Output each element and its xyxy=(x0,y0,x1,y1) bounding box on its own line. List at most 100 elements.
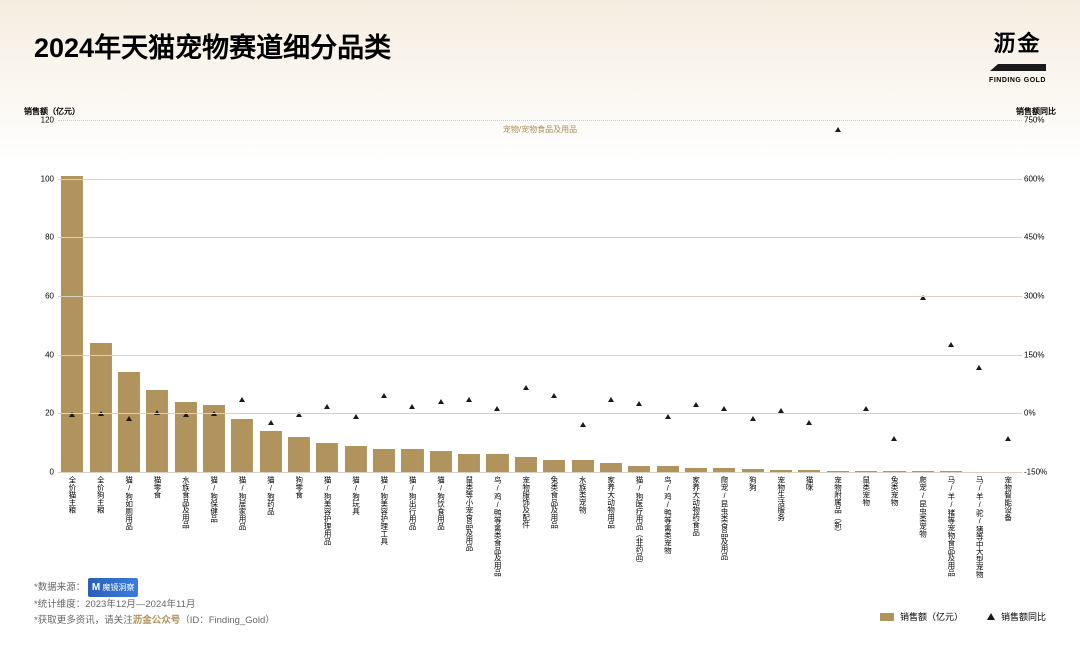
x-tick-label: 兔类食品及用品 xyxy=(550,476,558,529)
x-tick-label: 猫/狗保健品 xyxy=(210,476,218,523)
ytick-left: 40 xyxy=(30,350,54,359)
yoy-marker-icon xyxy=(835,127,841,132)
ytick-left: 100 xyxy=(30,174,54,183)
x-tick-label: 鸟/鸡/鸭等禽类宠物 xyxy=(664,476,672,554)
x-tick-label: 狗狗 xyxy=(749,476,757,491)
gridline xyxy=(58,296,1022,297)
ytick-right: 750% xyxy=(1024,116,1056,125)
yoy-marker-icon xyxy=(324,404,330,409)
x-tick-label: 宠物附属品（新） xyxy=(834,476,842,536)
bar xyxy=(401,449,423,472)
x-tick-label: 猫/狗美容护理工具 xyxy=(380,476,388,545)
x-tick-label: 宠物智能设备 xyxy=(1004,476,1012,521)
x-tick-label: 全价狗主粮 xyxy=(97,476,105,514)
x-tick-label: 猫/狗饮食用品 xyxy=(437,476,445,530)
yoy-marker-icon xyxy=(891,436,897,441)
bar xyxy=(571,460,593,472)
ytick-right: 600% xyxy=(1024,174,1056,183)
brand-en: FINDING GOLD xyxy=(989,77,1046,84)
yoy-marker-icon xyxy=(268,420,274,425)
yoy-marker-icon xyxy=(1005,436,1011,441)
bar xyxy=(458,454,480,472)
footer-notes: *数据来源： M 魔镜洞察 *统计维度：2023年12月—2024年11月 *获… xyxy=(34,578,275,629)
yoy-marker-icon xyxy=(693,402,699,407)
chart-plot-area: 宠物/宠物食品及用品 全价猫主粮全价狗主粮猫/狗如厕用品猫零食水族食品及用品猫/… xyxy=(58,120,1022,472)
yoy-marker-icon xyxy=(665,414,671,419)
gridline xyxy=(58,237,1022,238)
bar xyxy=(231,419,253,472)
bar xyxy=(543,460,565,472)
x-tick-label: 鸟/鸡/鸭等禽类食品及用品 xyxy=(494,476,502,577)
x-tick-label: 猫/狗药品 xyxy=(267,476,275,515)
gridline xyxy=(58,179,1022,180)
yoy-marker-icon xyxy=(948,342,954,347)
yoy-marker-icon xyxy=(494,406,500,411)
brand-logo: 沥金 FINDING GOLD xyxy=(989,26,1046,84)
x-tick-label: 爬宠/昆虫类宠物 xyxy=(919,476,927,538)
gridline xyxy=(58,413,1022,414)
ytick-right: 450% xyxy=(1024,233,1056,242)
page-title: 2024年天猫宠物赛道细分品类 xyxy=(34,26,391,65)
footer-line3: *获取更多资讯，请关注沥金公众号（ID：Finding_Gold） xyxy=(34,613,275,629)
yoy-marker-icon xyxy=(750,416,756,421)
yoy-marker-icon xyxy=(636,401,642,406)
ytick-left: 80 xyxy=(30,233,54,242)
x-tick-label: 猫/狗居家用品 xyxy=(239,476,247,530)
x-tick-label: 猫/狗美容护理用品 xyxy=(324,476,332,545)
legend-triangle-item: 销售额同比 xyxy=(987,610,1046,623)
yoy-marker-icon xyxy=(721,406,727,411)
yoy-marker-icon xyxy=(438,399,444,404)
ytick-right: 150% xyxy=(1024,350,1056,359)
x-tick-label: 家养大动物用品 xyxy=(607,476,615,529)
ytick-right: -150% xyxy=(1024,468,1056,477)
x-tick-label: 猫零食 xyxy=(153,476,161,499)
bar xyxy=(89,343,111,472)
bar xyxy=(260,431,282,472)
yoy-marker-icon xyxy=(466,397,472,402)
x-tick-label: 狗零食 xyxy=(295,476,303,499)
bar xyxy=(430,451,452,472)
gridline xyxy=(58,472,1022,473)
x-tick-label: 猫/狗玩具 xyxy=(352,476,360,515)
data-source-badge: M 魔镜洞察 xyxy=(88,578,139,597)
brand-cn: 沥金 xyxy=(989,26,1046,58)
x-tick-label: 猫/狗如厕用品 xyxy=(125,476,133,530)
footer-line1: *数据来源： M 魔镜洞察 xyxy=(34,578,275,597)
ytick-left: 0 xyxy=(30,468,54,477)
gridline xyxy=(58,120,1022,121)
bar xyxy=(118,372,140,472)
x-tick-label: 爬宠/昆虫类食品及用品 xyxy=(721,476,729,560)
bar xyxy=(600,463,622,472)
bar xyxy=(316,443,338,472)
x-tick-label: 鼠类等小宠食品及用品 xyxy=(465,476,473,551)
brand-underline-icon xyxy=(990,64,1046,71)
ytick-left: 20 xyxy=(30,409,54,418)
yoy-marker-icon xyxy=(409,404,415,409)
x-tick-label: 宠物服饰及配件 xyxy=(522,476,530,529)
x-tick-label: 水族食品及用品 xyxy=(182,476,190,529)
x-tick-label: 马/羊/驼/猪等中大型宠物 xyxy=(976,476,984,578)
ytick-left: 120 xyxy=(30,116,54,125)
yoy-marker-icon xyxy=(126,416,132,421)
ytick-right: 0% xyxy=(1024,409,1056,418)
x-tick-label: 兔类宠物 xyxy=(891,476,899,506)
wechat-link[interactable]: 沥金公众号 xyxy=(133,615,181,626)
legend: 销售额（亿元） 销售额同比 xyxy=(880,610,1046,623)
x-tick-label: 鼠类宠物 xyxy=(862,476,870,506)
bar xyxy=(61,176,83,472)
bar xyxy=(515,457,537,472)
legend-bar-swatch-icon xyxy=(880,613,894,621)
chart-container: 销售额（亿元） 销售额同比 宠物/宠物食品及用品 全价猫主粮全价狗主粮猫/狗如厕… xyxy=(20,110,1060,462)
yoy-marker-icon xyxy=(863,406,869,411)
x-tick-label: 水族类宠物 xyxy=(579,476,587,514)
yoy-marker-icon xyxy=(239,397,245,402)
yoy-marker-icon xyxy=(381,393,387,398)
x-tick-label: 家养大动物药食品 xyxy=(692,476,700,536)
yoy-marker-icon xyxy=(608,397,614,402)
x-tick-label: 猫/狗医疗用品（非药品） xyxy=(635,476,643,568)
yoy-marker-icon xyxy=(806,420,812,425)
x-tick-label: 全价猫主粮 xyxy=(68,476,76,514)
bar xyxy=(288,437,310,472)
yoy-marker-icon xyxy=(523,385,529,390)
legend-triangle-icon xyxy=(987,613,995,620)
